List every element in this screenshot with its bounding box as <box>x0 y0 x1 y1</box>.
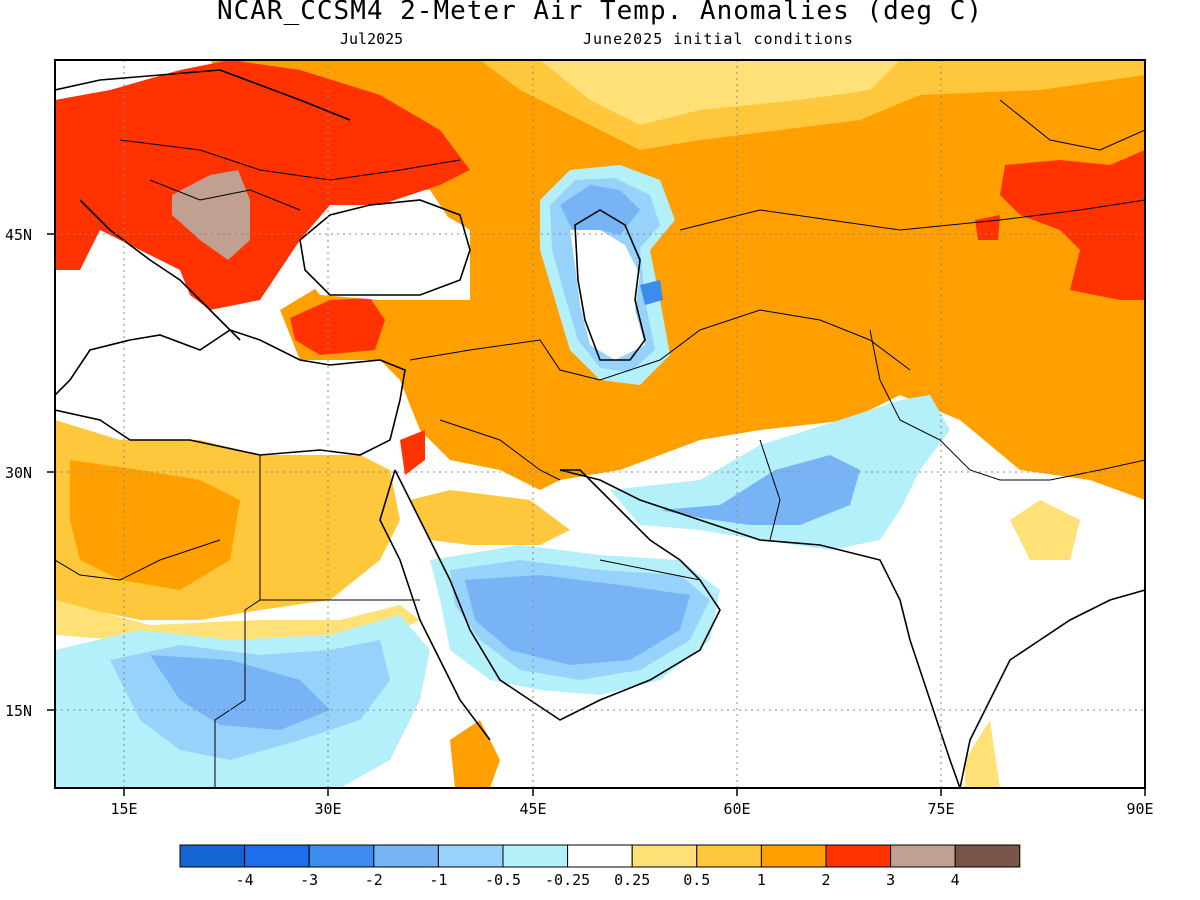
colorbar-swatch <box>696 844 762 868</box>
colorbar-labels: -4 -3 -2 -1 -0.5 -0.25 0.25 0.5 1 2 3 4 <box>236 871 960 889</box>
map-frame <box>54 59 1146 789</box>
cool-spot-aral <box>640 280 663 305</box>
lon-tick-label: 75E <box>927 800 954 818</box>
warm-region-arabia-north <box>410 490 570 545</box>
map-title: NCAR_CCSM4 2-Meter Air Temp. Anomalies (… <box>216 0 984 26</box>
lat-tick-label: 15N <box>5 702 32 720</box>
black-sea-neutral <box>300 200 470 300</box>
warm-spot-small <box>975 215 1000 240</box>
colorbar-swatch <box>825 844 892 868</box>
warm-spot-turkey <box>290 298 385 355</box>
colorbar-label: 3 <box>886 871 895 889</box>
colorbar-swatch <box>502 844 569 868</box>
colorbar-swatch <box>244 844 310 868</box>
colorbar <box>179 844 1021 868</box>
warm-spot-levant <box>400 430 425 475</box>
lon-tick-label: 30E <box>314 800 341 818</box>
valid-month-label: Jul2025 <box>340 30 404 48</box>
warm-region-europe <box>55 60 470 310</box>
colorbar-label: -1 <box>429 871 447 889</box>
lat-tick-label: 45N <box>5 226 32 244</box>
neutral-north-strip <box>540 60 900 125</box>
colorbar-label: 0.5 <box>683 871 710 889</box>
colorbar-label: -4 <box>236 871 254 889</box>
colorbar-label: -0.5 <box>485 871 521 889</box>
hot-spot-hungary <box>172 170 250 260</box>
cool-spot-horn <box>55 770 75 788</box>
colorbar-label: 4 <box>951 871 960 889</box>
lon-tick-label: 45E <box>519 800 546 818</box>
warm-region-libya-inner <box>70 460 240 590</box>
lon-tick-labels: 15E 30E 45E 60E 75E 90E <box>110 800 1153 818</box>
colorbar-swatch <box>373 844 439 868</box>
warm-spot-india <box>1010 500 1080 560</box>
cool-region-sahel-core <box>150 655 330 730</box>
warm-spot-south-india <box>965 720 1000 788</box>
lon-tick-label: 90E <box>1126 800 1153 818</box>
colorbar-label: -0.25 <box>545 871 590 889</box>
colorbar-swatch <box>179 844 246 868</box>
anomaly-field <box>55 60 1145 788</box>
colorbar-swatch <box>437 844 504 868</box>
colorbar-swatch <box>890 844 956 868</box>
graticule <box>55 60 1145 788</box>
cool-region-pakistan-core <box>660 455 860 525</box>
warm-spot-mongolia <box>1000 150 1145 300</box>
colorbar-swatch <box>760 844 827 868</box>
lat-tick-labels: 45N 30N 15N <box>5 226 32 720</box>
borders <box>55 99 1145 788</box>
colorbar-swatch <box>308 844 375 868</box>
colorbar-label: -3 <box>300 871 318 889</box>
lat-tick-label: 30N <box>5 464 32 482</box>
colorbar-label: 1 <box>757 871 766 889</box>
colorbar-swatch <box>954 844 1021 868</box>
coastlines <box>55 69 1145 788</box>
lon-tick-label: 60E <box>723 800 750 818</box>
cool-region-arabia-core <box>465 575 690 665</box>
initial-conditions-label: June2025 initial conditions <box>583 30 854 48</box>
colorbar-label: 0.25 <box>614 871 650 889</box>
caspian-sea-neutral <box>570 230 645 360</box>
lon-tick-label: 15E <box>110 800 137 818</box>
colorbar-swatch <box>567 844 633 868</box>
axis-ticks <box>47 233 1146 796</box>
colorbar-swatch <box>631 844 698 868</box>
colorbar-label: -2 <box>365 871 383 889</box>
colorbar-label: 2 <box>821 871 830 889</box>
